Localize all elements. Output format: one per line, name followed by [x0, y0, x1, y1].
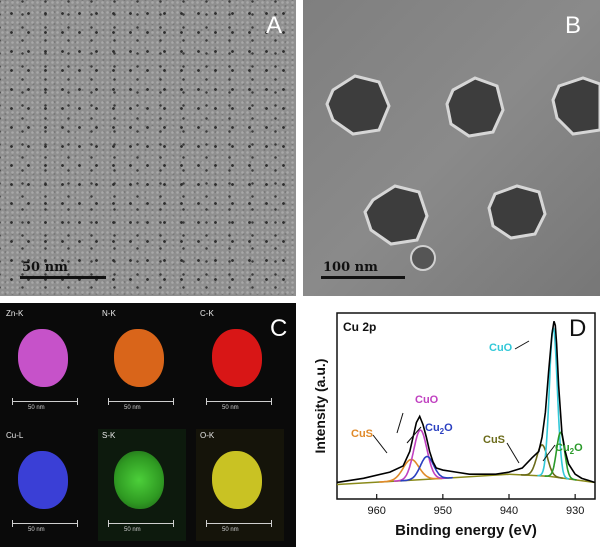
chart-title: Cu 2p: [343, 320, 376, 334]
panel-a-scalebar: [20, 276, 106, 279]
series-peak-cu2o-2: [400, 455, 453, 482]
annotation-label: Cu2O: [555, 442, 583, 456]
eds-map-label: C-K: [200, 309, 214, 318]
series-line-raw: [336, 321, 596, 484]
panel-c-letter: C: [270, 315, 288, 342]
eds-map-scale-text: 50 nm: [28, 405, 45, 411]
particle: [445, 76, 505, 138]
eds-map-scale-text: 50 nm: [28, 527, 45, 533]
annotation-leader: [514, 340, 530, 350]
annotation-leader: [372, 434, 388, 454]
eds-map-scalebar: [12, 520, 78, 527]
annotation-label: CuS: [351, 428, 373, 440]
eds-map-blob: [114, 451, 164, 509]
panel-d-letter: D: [569, 315, 587, 342]
panel-b-sem-image: B 100 nm: [303, 0, 600, 296]
eds-map-scale-text: 50 nm: [222, 405, 239, 411]
particle: [551, 76, 600, 136]
series-peak-cu2o-5: [544, 431, 577, 481]
eds-map-scalebar: [206, 520, 272, 527]
eds-map-label: Zn-K: [6, 309, 24, 318]
eds-map-n: N-K 50 nm: [98, 307, 186, 419]
series-peak-cus-0: [379, 458, 443, 483]
x-tick-label: 950: [434, 505, 452, 517]
eds-map-blob: [212, 329, 262, 387]
eds-map-scale-text: 50 nm: [124, 405, 141, 411]
annotation-leader: [396, 412, 404, 434]
annotation-label: CuS: [483, 434, 505, 446]
particle: [487, 184, 547, 240]
annotation-label: CuO: [415, 394, 439, 406]
eds-map-label: Cu-L: [6, 431, 24, 440]
series-peak-cus-3: [520, 444, 563, 479]
panel-a-scalebar-label: 50 nm: [22, 260, 68, 275]
eds-map-blob: [114, 329, 164, 387]
panel-c-eds-maps: Zn-K 50 nm N-K 50 nm C-K 50 nm Cu-L 50 n…: [0, 303, 296, 547]
plot-frame: [336, 312, 596, 500]
eds-map-zn: Zn-K 50 nm: [2, 307, 90, 419]
particle: [363, 184, 429, 246]
particle-shapes: [325, 74, 600, 271]
eds-map-scale-text: 50 nm: [222, 527, 239, 533]
eds-map-c: C-K 50 nm: [196, 307, 284, 419]
x-tick-label: 940: [500, 505, 518, 517]
eds-map-s: S-K 50 nm: [98, 429, 186, 541]
panel-a-tem-image: A 50 nm: [0, 0, 296, 296]
eds-map-label: N-K: [102, 309, 116, 318]
eds-map-scalebar: [12, 398, 78, 405]
x-tick-label: 930: [566, 505, 584, 517]
xps-chart-svg: 960 950 940 930 Binding energy (eV) Intensity…: [312, 312, 596, 539]
x-tick-label: 960: [368, 505, 386, 517]
eds-map-blob: [18, 329, 68, 387]
eds-map-scalebar: [206, 398, 272, 405]
eds-map-label: S-K: [102, 431, 116, 440]
small-particle: [410, 245, 436, 271]
annotation-leader: [542, 444, 556, 462]
series-peak-cuo-4: [537, 326, 570, 480]
panel-b-letter: B: [565, 12, 582, 39]
particle: [325, 74, 391, 136]
annotation-label: CuO: [489, 342, 513, 354]
eds-map-cu: Cu-L 50 nm: [2, 429, 90, 541]
eds-map-scalebar: [108, 520, 174, 527]
panel-a-letter: A: [266, 12, 283, 39]
panel-d-xps-chart: 960 950 940 930 Binding energy (eV) Intensity…: [303, 303, 600, 547]
panel-b-scalebar: [321, 276, 405, 279]
eds-map-label: O-K: [200, 431, 215, 440]
annotation-leader: [406, 426, 422, 444]
eds-map-o: O-K 50 nm: [196, 429, 284, 541]
eds-map-scalebar: [108, 398, 174, 405]
x-axis-label: Binding energy (eV): [395, 522, 537, 539]
y-axis-label: Intensity (a.u.): [312, 359, 328, 454]
series-peak-cuo-1: [393, 429, 447, 482]
eds-map-blob: [212, 451, 262, 509]
eds-map-scale-text: 50 nm: [124, 527, 141, 533]
annotation-leader: [506, 442, 520, 464]
panel-b-scalebar-label: 100 nm: [323, 260, 378, 275]
annotation-label: Cu2O: [425, 422, 453, 436]
eds-map-blob: [18, 451, 68, 509]
